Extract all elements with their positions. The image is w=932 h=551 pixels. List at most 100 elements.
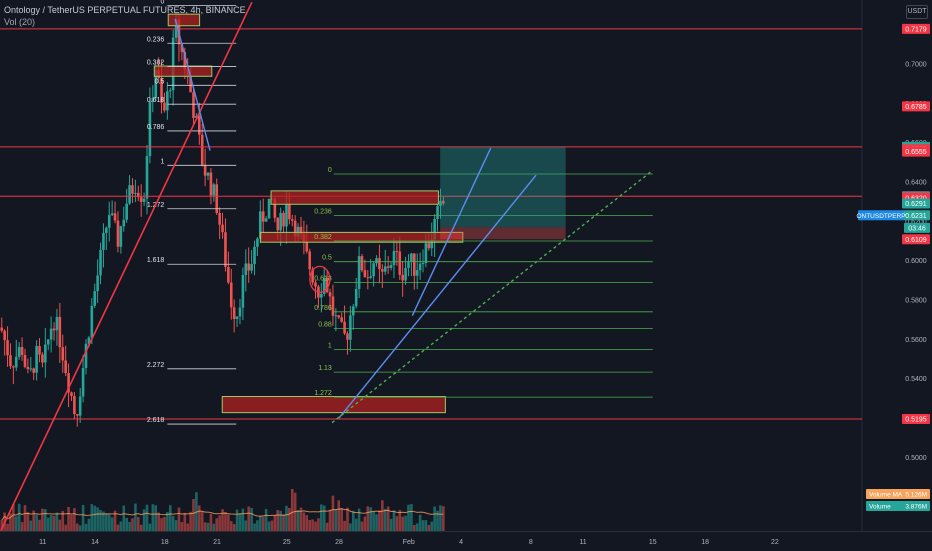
volume-bar bbox=[90, 504, 94, 531]
candle-body bbox=[299, 226, 303, 235]
volume-bar bbox=[218, 515, 221, 531]
candle-body bbox=[218, 212, 221, 225]
volume-bar bbox=[354, 518, 358, 531]
price-label-tag bbox=[902, 210, 930, 221]
candle-body bbox=[195, 116, 198, 119]
candle-body bbox=[70, 392, 73, 396]
volume-indicator-label[interactable]: Vol (20) bbox=[4, 17, 36, 27]
candle-body bbox=[17, 347, 21, 357]
volume-bar bbox=[282, 514, 285, 531]
candle-body bbox=[55, 316, 59, 331]
volume-bar bbox=[351, 510, 355, 531]
volume-bar bbox=[26, 512, 30, 531]
candle-body bbox=[61, 347, 65, 361]
volume-bar bbox=[439, 505, 442, 531]
x-tick-label: 14 bbox=[91, 539, 99, 546]
fib-lower-label: 0 bbox=[328, 167, 332, 174]
candle-body bbox=[404, 267, 407, 281]
volume-bar bbox=[383, 508, 387, 531]
candle-body bbox=[148, 101, 152, 157]
currency-button[interactable]: USDT bbox=[906, 5, 928, 19]
candle-body bbox=[99, 249, 102, 276]
volume-bar bbox=[151, 504, 155, 531]
candle-body bbox=[439, 200, 442, 206]
candle-body bbox=[134, 192, 137, 194]
volume-bar bbox=[206, 522, 210, 531]
symbol-tag-text: ONTUSDTPERP bbox=[856, 213, 905, 220]
volume-bar bbox=[180, 522, 184, 531]
candle-body bbox=[49, 328, 53, 340]
fib-lower-label: 0.5 bbox=[322, 255, 332, 262]
volume-bar bbox=[96, 507, 99, 531]
x-tick-label: 28 bbox=[335, 539, 343, 546]
candle-body bbox=[322, 278, 326, 294]
fib-lower-label: 0.618 bbox=[314, 276, 332, 283]
candle-body bbox=[93, 291, 97, 306]
candle-body bbox=[354, 288, 358, 307]
volume-bar bbox=[49, 514, 53, 531]
volume-bar bbox=[67, 506, 70, 531]
candle-body bbox=[35, 346, 38, 373]
price-zone bbox=[221, 396, 446, 414]
fib-lower-label: 1 bbox=[328, 342, 332, 349]
volume-bar bbox=[241, 508, 245, 531]
volume-bar bbox=[392, 510, 396, 531]
y-tick-label: 0.5000 bbox=[905, 455, 927, 462]
price-label-tag bbox=[902, 413, 930, 424]
volume-bar bbox=[0, 520, 4, 531]
candle-body bbox=[78, 396, 82, 416]
price-label-text: 0.6555 bbox=[905, 149, 927, 156]
volume-bar bbox=[235, 509, 239, 531]
volume-bar bbox=[369, 507, 373, 531]
candle-body bbox=[369, 276, 373, 278]
volume-bar bbox=[157, 512, 160, 531]
candle-body bbox=[23, 354, 27, 367]
candle-body bbox=[67, 373, 70, 393]
volume-bar bbox=[131, 518, 134, 531]
candle-body bbox=[442, 200, 445, 204]
volume-bar bbox=[32, 510, 36, 531]
volume-bar bbox=[421, 520, 425, 531]
volume-bar bbox=[14, 516, 18, 531]
candle-body bbox=[346, 333, 349, 340]
volume-bar bbox=[288, 507, 291, 531]
x-tick-label: Feb bbox=[403, 539, 415, 546]
candle-body bbox=[410, 253, 413, 262]
volume-bar bbox=[328, 509, 332, 531]
candle-body bbox=[44, 344, 47, 363]
candle-body bbox=[131, 185, 134, 194]
volume-tag-label: Volume bbox=[869, 504, 891, 511]
volume-bar bbox=[38, 519, 41, 531]
volume-bar bbox=[107, 514, 111, 531]
candle-body bbox=[180, 44, 184, 53]
candle-body bbox=[26, 366, 30, 370]
candle-body bbox=[421, 263, 425, 265]
time-axis[interactable] bbox=[0, 531, 932, 551]
candle-body bbox=[6, 340, 9, 356]
volume-bar bbox=[311, 519, 314, 531]
candle-body bbox=[407, 261, 410, 268]
candle-body bbox=[247, 263, 250, 271]
volume-bar bbox=[134, 503, 137, 531]
candle-body bbox=[75, 413, 79, 416]
volume-bar bbox=[349, 523, 352, 531]
volume-bar bbox=[296, 510, 300, 531]
volume-bar bbox=[404, 515, 407, 531]
volume-bar bbox=[325, 522, 329, 531]
volume-bar bbox=[224, 511, 227, 531]
volume-tag-value: 3.876M bbox=[905, 504, 927, 511]
candle-body bbox=[389, 265, 393, 268]
volume-bar bbox=[177, 507, 181, 531]
fib-lower-label: 0.382 bbox=[314, 234, 332, 241]
volume-bar bbox=[259, 515, 262, 531]
fib-upper-label: 0.786 bbox=[147, 124, 165, 131]
candle-body bbox=[212, 184, 216, 196]
symbol-tag bbox=[858, 210, 904, 221]
price-label-text: 0.6231 bbox=[905, 213, 927, 220]
trend-line bbox=[174, 18, 211, 151]
volume-tag-label: Volume MA bbox=[869, 492, 903, 499]
x-tick-label: 11 bbox=[39, 539, 46, 546]
candle-body bbox=[375, 258, 378, 264]
